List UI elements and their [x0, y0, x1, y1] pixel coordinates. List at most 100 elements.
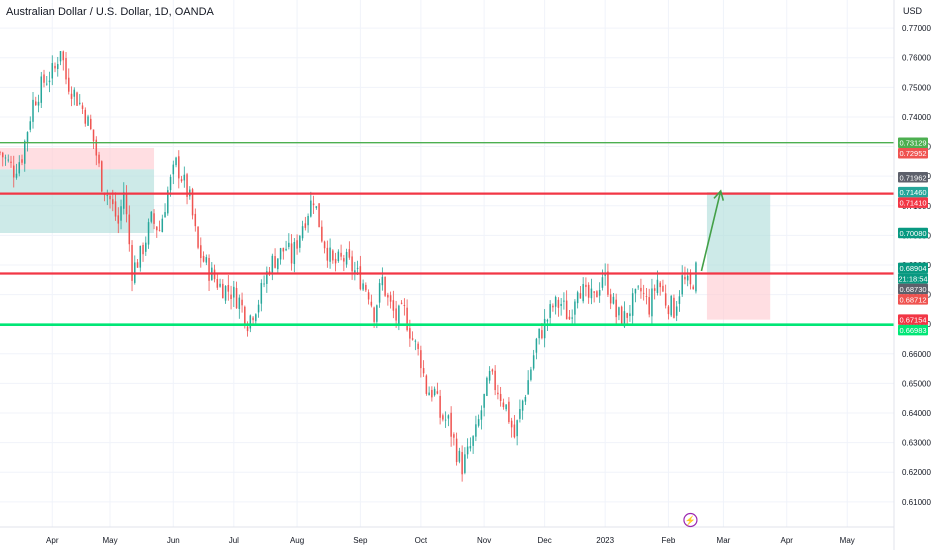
- candle-body: [106, 195, 109, 197]
- candle-body: [565, 300, 568, 320]
- price-tag: [898, 137, 928, 148]
- candle-body: [596, 291, 598, 298]
- candle-body: [307, 215, 309, 226]
- candle-body: [90, 118, 92, 129]
- time-tick-label: Mar: [717, 536, 731, 545]
- candle-body: [98, 154, 100, 164]
- candle-body: [469, 446, 472, 449]
- candle-body: [241, 299, 243, 306]
- candle-body: [549, 304, 551, 318]
- candle-body: [681, 275, 683, 295]
- candle-body: [354, 270, 356, 273]
- candle-body: [263, 283, 265, 285]
- candle-body: [216, 279, 219, 288]
- candle-body: [282, 247, 285, 252]
- candle-body: [142, 244, 144, 255]
- price-tag: [898, 283, 928, 295]
- candle-body: [7, 159, 10, 161]
- candle-body: [183, 174, 186, 181]
- time-tick-label: Sep: [353, 536, 368, 545]
- candle-body: [246, 326, 249, 332]
- candle-body: [585, 284, 587, 287]
- candle-body: [409, 328, 411, 339]
- candle-body: [538, 328, 540, 339]
- candle-body: [488, 371, 491, 381]
- candle-body: [84, 109, 87, 124]
- candle-body: [387, 294, 389, 298]
- candle-body: [57, 64, 59, 69]
- price-tick-label: 0.75000: [902, 83, 931, 92]
- candle-body: [618, 307, 620, 316]
- candle-body: [230, 294, 232, 300]
- candle-body: [156, 226, 158, 231]
- candle-body: [266, 271, 268, 284]
- candle-body: [373, 307, 375, 322]
- event-marker[interactable]: ⚡: [683, 512, 698, 528]
- candle-body: [0, 152, 1, 153]
- candle-body: [593, 291, 595, 293]
- candle-body: [384, 276, 386, 296]
- candle-body: [128, 214, 131, 245]
- price-tag: [898, 294, 928, 305]
- candle-body: [112, 199, 114, 205]
- candle-body: [277, 258, 279, 270]
- time-axis[interactable]: Apr May Jun Jul Aug Sep Oct Nov Dec 2023 Feb Mar Apr…: [0, 526, 894, 545]
- candle-body: [109, 195, 111, 200]
- candle-body: [689, 274, 692, 285]
- candle-body: [117, 215, 120, 224]
- candle-body: [541, 330, 543, 339]
- candle-body: [392, 300, 395, 311]
- candle-body: [497, 392, 499, 395]
- time-tick-label: Feb: [662, 536, 676, 545]
- candle-body: [436, 391, 439, 394]
- time-tick-label: Dec: [538, 536, 552, 545]
- time-tick-label: 2023: [596, 536, 614, 545]
- price-tick-label: 0.62000: [902, 468, 931, 477]
- candle-body: [579, 293, 582, 299]
- candle-body: [136, 262, 139, 268]
- candle-body: [400, 302, 403, 304]
- candle-body: [615, 299, 617, 318]
- candle-body: [543, 318, 546, 339]
- price-tag: [898, 262, 928, 274]
- candle-body: [233, 286, 235, 298]
- candle-body: [12, 165, 15, 178]
- candle-body: [455, 438, 458, 463]
- candle-body: [161, 218, 164, 233]
- candle-body: [640, 287, 642, 292]
- time-tick-label: Aug: [290, 536, 304, 545]
- candle-body: [200, 245, 202, 259]
- candle-body: [46, 83, 48, 85]
- price-tick-label: 0.63000: [902, 439, 931, 448]
- arrow-head[interactable]: [713, 189, 725, 201]
- time-tick-label: Nov: [477, 536, 491, 545]
- candle-body: [389, 295, 392, 302]
- arrow-shaft[interactable]: [700, 190, 722, 272]
- candle-body: [123, 192, 125, 209]
- candle-body: [318, 203, 320, 228]
- candle-body: [631, 293, 634, 316]
- horizontal-levels[interactable]: [0, 142, 894, 326]
- candle-body: [486, 377, 488, 396]
- target-zone: [706, 192, 771, 273]
- candle-body: [450, 412, 452, 437]
- candle-body: [411, 338, 414, 340]
- candle-body: [651, 288, 653, 317]
- candle-body: [238, 297, 241, 309]
- candle-body: [186, 174, 188, 197]
- candle-body: [147, 222, 150, 245]
- candle-body: [560, 303, 562, 306]
- candle-body: [1, 152, 4, 158]
- projection-arrow[interactable]: [700, 189, 725, 272]
- lightning-icon[interactable]: [683, 512, 698, 528]
- target-zone: [0, 169, 155, 234]
- candle-body: [76, 92, 78, 106]
- candle-body: [431, 389, 433, 398]
- candle-body: [54, 65, 56, 69]
- candle-body: [403, 305, 406, 307]
- candle-body: [114, 201, 117, 217]
- candle-body: [563, 300, 565, 302]
- candle-body: [417, 343, 419, 350]
- candle-body: [169, 176, 172, 191]
